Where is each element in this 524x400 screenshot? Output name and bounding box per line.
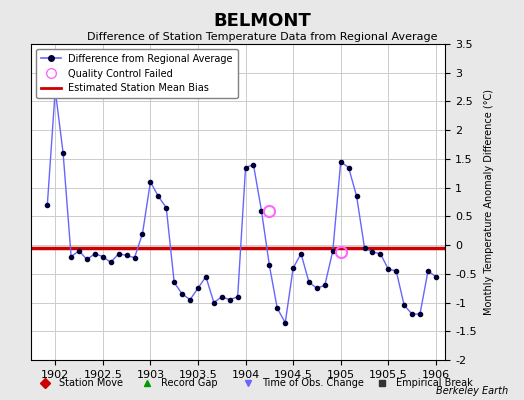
Text: Empirical Break: Empirical Break bbox=[396, 378, 473, 388]
Text: Difference of Station Temperature Data from Regional Average: Difference of Station Temperature Data f… bbox=[87, 32, 437, 42]
Text: Berkeley Earth: Berkeley Earth bbox=[436, 386, 508, 396]
Legend: Difference from Regional Average, Quality Control Failed, Estimated Station Mean: Difference from Regional Average, Qualit… bbox=[36, 49, 238, 98]
Text: Record Gap: Record Gap bbox=[160, 378, 217, 388]
Text: Station Move: Station Move bbox=[59, 378, 123, 388]
Text: Time of Obs. Change: Time of Obs. Change bbox=[262, 378, 364, 388]
Y-axis label: Monthly Temperature Anomaly Difference (°C): Monthly Temperature Anomaly Difference (… bbox=[484, 89, 494, 315]
Text: BELMONT: BELMONT bbox=[213, 12, 311, 30]
